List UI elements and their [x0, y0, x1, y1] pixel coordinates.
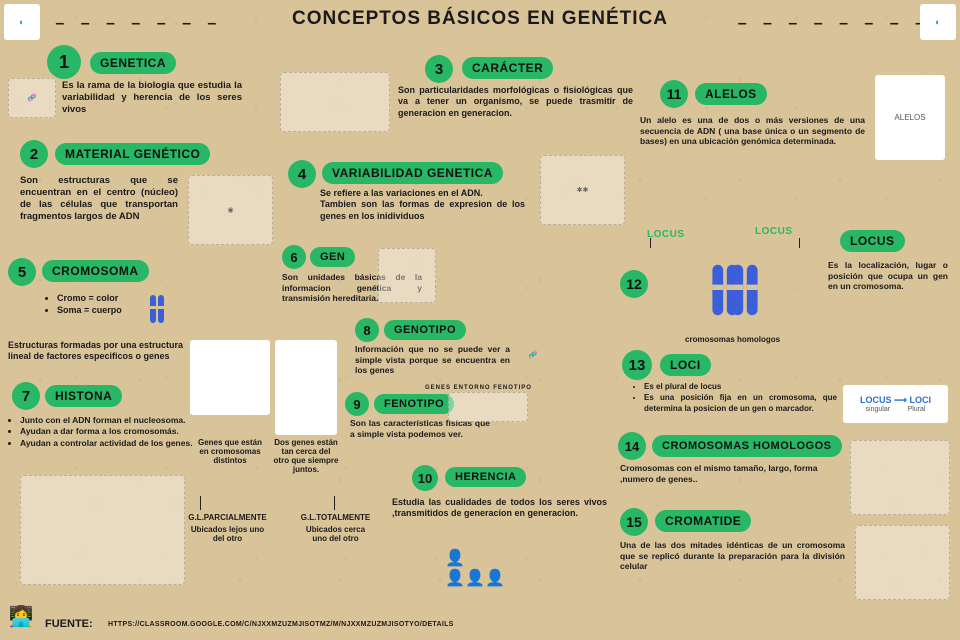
- num-15: 15: [620, 508, 648, 536]
- num-13: 13: [622, 350, 652, 380]
- num-11: 11: [660, 80, 688, 108]
- num-7: 7: [12, 382, 40, 410]
- logo-top-right: ◐: [920, 4, 956, 40]
- pill-cromatide: CROMATIDE: [655, 510, 751, 532]
- dash-right: – – – – – – – –: [738, 15, 930, 33]
- bul-hist-2: Ayudan a controlar actividad de los gene…: [20, 438, 193, 449]
- bracket-locus: [650, 238, 800, 248]
- body-cromo2: Estructuras formadas por una estructura …: [8, 340, 188, 363]
- num-2: 2: [20, 140, 48, 168]
- pill-fenotipo: FENOTIPO: [374, 394, 454, 414]
- pill-caracter: CARÁCTER: [462, 57, 553, 79]
- bul-loci-1: Es una posición fija en un cromosoma, qu…: [644, 393, 837, 415]
- parcial-b: Ubicados lejos uno del otro: [190, 525, 265, 543]
- bul-hist-0: Junto con el ADN forman el nucleosoma.: [20, 415, 193, 426]
- bul-cromo-0: Cromo = color: [57, 292, 122, 304]
- body-cromatide: Una de las dos mitades idénticas de un c…: [620, 540, 845, 572]
- pill-genetica: GENETICA: [90, 52, 176, 74]
- img-genes-ligad: [275, 340, 337, 435]
- num-5: 5: [8, 258, 36, 286]
- num-4: 4: [288, 160, 316, 188]
- pill-material: MATERIAL GENÉTICO: [55, 143, 210, 165]
- img-variab: ✱✱: [540, 155, 625, 225]
- sub-indep: Genes que están en cromosomas distintos: [195, 438, 265, 465]
- img-person: 👩‍💻: [4, 596, 38, 636]
- img-chrom: [136, 288, 178, 330]
- pill-herencia: HERENCIA: [445, 467, 526, 487]
- total-b: Ubicados cerca uno del otro: [298, 525, 373, 543]
- img-loci: LOCUS ⟶ LOCI singular Plural: [843, 385, 948, 423]
- bul-histona: Junto con el ADN forman el nucleosoma. A…: [8, 415, 193, 449]
- pill-gen: GEN: [310, 247, 355, 267]
- fuente-label: FUENTE:: [45, 618, 93, 630]
- pill-loci: LOCI: [660, 354, 711, 376]
- bul-cromo: Cromo = color Soma = cuerpo: [45, 292, 122, 316]
- img-cromatide: [855, 525, 950, 600]
- loci-rs: Plural: [908, 406, 926, 413]
- img-fenotipo: [448, 392, 528, 422]
- logo-top-left: ◐: [4, 4, 40, 40]
- loci-r: LOCI: [909, 395, 931, 405]
- body-material: Son estructuras que se encuentran en el …: [20, 175, 178, 223]
- loci-ls: singular: [866, 406, 891, 413]
- img-gen: [378, 248, 436, 303]
- parcial-h: G.L.PARCIALMENTE: [175, 513, 280, 522]
- pill-histona: HISTONA: [45, 385, 122, 407]
- img-alelos: ALELOS: [875, 75, 945, 160]
- feno-labels: GENES ENTORNO FENOTIPO: [425, 385, 532, 391]
- pill-alelos: ALELOS: [695, 83, 767, 105]
- bul-cromo-1: Soma = cuerpo: [57, 304, 122, 316]
- num-1: 1: [47, 45, 81, 79]
- img-locus-chrom: [665, 250, 805, 330]
- pill-variab: VARIABILIDAD GENETICA: [322, 162, 503, 184]
- sub-ligad: Dos genes están tan cerca del otro que s…: [273, 438, 339, 474]
- num-10: 10: [412, 465, 438, 491]
- body-genetica: Es la rama de la biologia que estudia la…: [62, 80, 242, 116]
- loci-l: LOCUS: [860, 395, 892, 405]
- num-12: 12: [620, 270, 648, 298]
- total-h: G.L.TOTALMENTE: [288, 513, 383, 522]
- bul-loci: Es el plural de locus Es una posición fi…: [632, 382, 837, 414]
- img-genetica-icon: 🧬: [8, 78, 56, 118]
- num-14: 14: [618, 432, 646, 460]
- img-cell: ◉: [188, 175, 273, 245]
- bul-hist-1: Ayudan a dar forma a los cromosomás.: [20, 426, 193, 437]
- num-6: 6: [282, 245, 306, 269]
- pill-genotipo: GENOTIPO: [384, 320, 466, 340]
- dash-left: – – – – – – – –: [30, 15, 222, 33]
- img-dna: 🧬: [518, 330, 548, 380]
- homo-label: cromosomas homologos: [685, 335, 780, 344]
- bracket-genes: [200, 496, 335, 510]
- pill-cromo: CROMOSOMA: [42, 260, 149, 282]
- body-locus: Es la localización, lugar o posición que…: [828, 260, 948, 292]
- body-variab: Se refiere a las variaciones en el ADN. …: [320, 188, 525, 222]
- img-genes-indep: [190, 340, 270, 415]
- body-caracter: Son particularidades morfológicas o fisi…: [398, 85, 633, 119]
- body-herencia: Estudia las cualidades de todos los sere…: [392, 497, 607, 520]
- body-homo: Cromosomas con el mismo tamaño, largo, f…: [620, 463, 830, 484]
- body-genotipo: Información que no se puede ver a simple…: [355, 344, 510, 376]
- img-homo: [850, 440, 950, 515]
- num-9: 9: [345, 392, 369, 416]
- num-3: 3: [425, 55, 453, 83]
- pill-homo: CROMOSOMAS HOMOLOGOS: [652, 435, 842, 457]
- fuente-url: HTTPS://CLASSROOM.GOOGLE.COM/C/NJXXMZUZM…: [108, 621, 454, 628]
- img-caracter: [280, 72, 390, 132]
- bul-loci-0: Es el plural de locus: [644, 382, 837, 393]
- img-histona: [20, 475, 185, 585]
- body-alelos: Un alelo es una de dos o más versiones d…: [640, 115, 865, 147]
- num-8: 8: [355, 318, 379, 342]
- img-herencia: 👤👤👤👤: [440, 540, 510, 595]
- locus-lab3: LOCUS: [840, 230, 905, 252]
